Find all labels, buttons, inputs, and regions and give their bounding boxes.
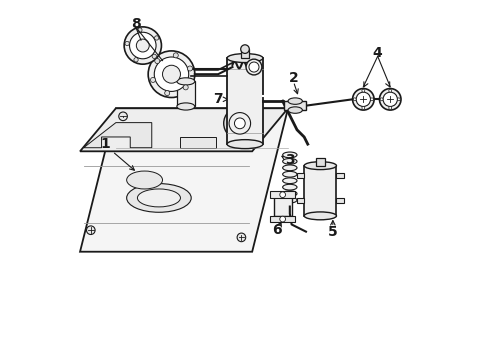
- Circle shape: [389, 107, 392, 109]
- Bar: [337, 198, 343, 203]
- Circle shape: [246, 59, 262, 75]
- Bar: [304, 166, 337, 216]
- Bar: [270, 192, 295, 198]
- Circle shape: [280, 216, 286, 222]
- Ellipse shape: [283, 152, 297, 158]
- Bar: [316, 158, 324, 166]
- Ellipse shape: [304, 162, 337, 170]
- Ellipse shape: [177, 78, 195, 85]
- Ellipse shape: [227, 54, 263, 63]
- Circle shape: [134, 58, 138, 62]
- Ellipse shape: [288, 107, 302, 113]
- Ellipse shape: [283, 165, 297, 171]
- Circle shape: [241, 45, 249, 53]
- Ellipse shape: [283, 158, 297, 164]
- Circle shape: [155, 59, 160, 64]
- Circle shape: [150, 77, 155, 82]
- Text: 1: 1: [100, 137, 110, 151]
- Circle shape: [129, 32, 156, 59]
- Bar: [297, 173, 304, 178]
- Circle shape: [356, 92, 370, 107]
- Bar: [241, 49, 249, 58]
- Text: 2: 2: [289, 71, 298, 85]
- Circle shape: [188, 66, 193, 71]
- Circle shape: [389, 89, 392, 92]
- Bar: [274, 194, 292, 216]
- Polygon shape: [80, 108, 288, 252]
- Bar: [227, 58, 263, 144]
- Text: 7: 7: [213, 92, 223, 106]
- Bar: [337, 173, 343, 178]
- Circle shape: [138, 28, 142, 32]
- Circle shape: [148, 51, 195, 98]
- Circle shape: [163, 65, 180, 83]
- Ellipse shape: [283, 178, 297, 184]
- Ellipse shape: [304, 212, 337, 220]
- Ellipse shape: [288, 98, 302, 104]
- Polygon shape: [180, 137, 216, 148]
- Ellipse shape: [177, 103, 195, 110]
- Circle shape: [152, 54, 156, 59]
- Circle shape: [383, 92, 397, 107]
- Bar: [285, 101, 306, 110]
- Circle shape: [379, 89, 401, 110]
- Circle shape: [125, 41, 129, 46]
- Circle shape: [353, 89, 374, 110]
- Circle shape: [249, 62, 259, 72]
- Circle shape: [234, 118, 245, 129]
- Circle shape: [119, 112, 127, 121]
- Circle shape: [397, 98, 400, 101]
- Circle shape: [370, 98, 373, 101]
- Ellipse shape: [283, 171, 297, 177]
- Circle shape: [380, 98, 383, 101]
- Bar: [270, 216, 295, 222]
- Polygon shape: [80, 108, 288, 151]
- Circle shape: [124, 27, 161, 64]
- Circle shape: [87, 226, 95, 234]
- Text: 4: 4: [373, 46, 383, 60]
- Text: 5: 5: [328, 225, 338, 239]
- Circle shape: [280, 192, 286, 198]
- Circle shape: [362, 107, 365, 109]
- Ellipse shape: [126, 171, 163, 189]
- Circle shape: [154, 36, 159, 40]
- Circle shape: [362, 89, 365, 92]
- Text: 3: 3: [285, 153, 294, 167]
- Ellipse shape: [283, 184, 297, 190]
- Bar: [297, 198, 304, 203]
- Circle shape: [136, 39, 149, 52]
- Circle shape: [165, 91, 170, 96]
- Ellipse shape: [137, 189, 180, 207]
- Ellipse shape: [227, 140, 263, 149]
- Text: 6: 6: [272, 223, 282, 237]
- Circle shape: [173, 53, 178, 58]
- Circle shape: [237, 233, 245, 242]
- Bar: [177, 81, 195, 107]
- Circle shape: [224, 107, 256, 139]
- Ellipse shape: [126, 184, 191, 212]
- Circle shape: [183, 85, 188, 90]
- Ellipse shape: [283, 197, 297, 203]
- Circle shape: [353, 98, 356, 101]
- Text: 8: 8: [131, 17, 141, 31]
- Ellipse shape: [283, 191, 297, 197]
- Circle shape: [154, 57, 189, 91]
- Polygon shape: [84, 123, 152, 148]
- Circle shape: [229, 113, 250, 134]
